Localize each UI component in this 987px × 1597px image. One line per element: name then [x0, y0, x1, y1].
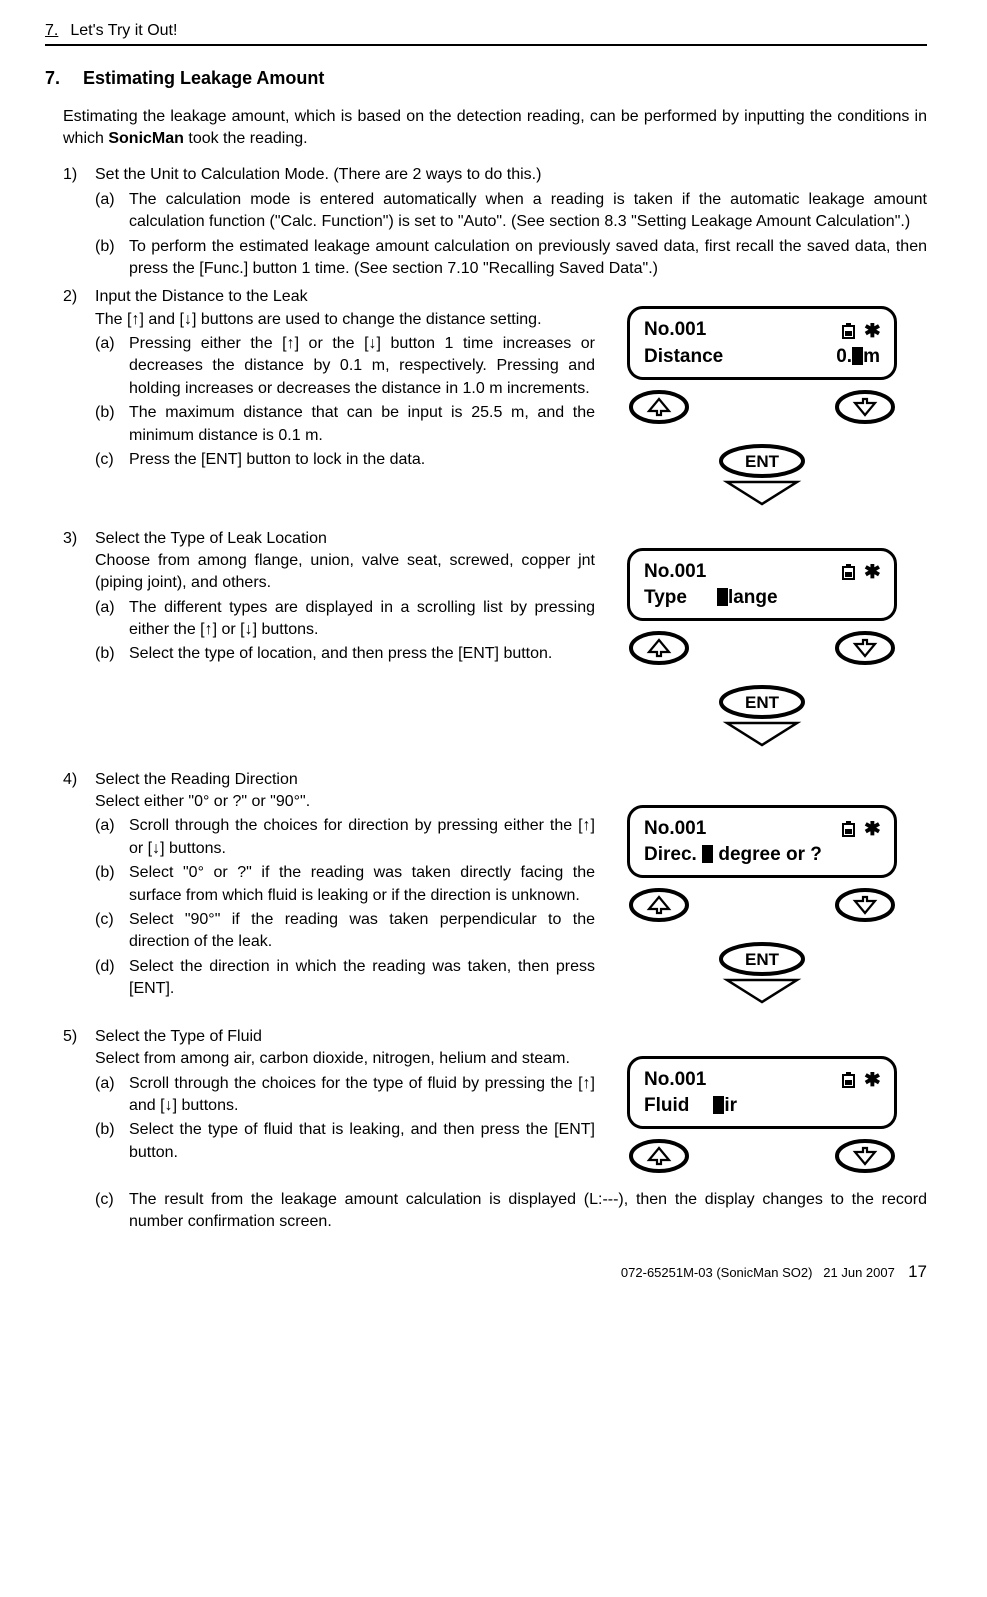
down-button[interactable] — [833, 1137, 897, 1175]
step-5b: Select the type of fluid that is leaking… — [129, 1119, 595, 1164]
step-3-desc: Choose from among flange, union, valve s… — [95, 550, 595, 595]
lcd-field-value: Direc. degree or ? — [644, 842, 822, 869]
lcd-direction: No.001 Direc. degree or ? — [627, 805, 897, 878]
step-2-head: Input the Distance to the Leak — [95, 286, 595, 308]
cursor-icon — [702, 845, 713, 863]
ent-button[interactable] — [717, 940, 807, 978]
brand-name: SonicMan — [108, 130, 184, 147]
step-3a: The different types are displayed in a s… — [129, 597, 595, 642]
up-button[interactable] — [627, 1137, 691, 1175]
page-number: 17 — [908, 1262, 927, 1281]
lcd-field-value: lange — [717, 585, 778, 612]
lcd-field-label: Fluid — [644, 1093, 689, 1120]
step-label: 3) — [63, 528, 95, 666]
chevron-down-icon — [717, 978, 807, 1004]
step-4c: Select "90°" if the reading was taken pe… — [129, 909, 595, 954]
down-button[interactable] — [833, 886, 897, 924]
chevron-down-icon — [717, 721, 807, 747]
step-5: 5) Select the Type of Fluid Select from … — [63, 1026, 597, 1164]
cursor-icon — [717, 588, 728, 606]
lcd-field-label: Distance — [644, 344, 723, 371]
step-5c-row: (c)The result from the leakage amount ca… — [63, 1187, 927, 1234]
step-5-head: Select the Type of Fluid — [95, 1026, 595, 1048]
step-4d: Select the direction in which the readin… — [129, 956, 595, 1001]
step-3: 3) Select the Type of Leak Location Choo… — [63, 528, 597, 666]
doc-date: 21 Jun 2007 — [823, 1265, 895, 1280]
step-5c: The result from the leakage amount calcu… — [129, 1189, 927, 1234]
step-4a: Scroll through the choices for direction… — [129, 815, 595, 860]
ent-button[interactable] — [717, 683, 807, 721]
step-label: 4) — [63, 769, 95, 1001]
chevron-down-icon — [717, 480, 807, 506]
step-2b: The maximum distance that can be input i… — [129, 402, 595, 447]
lcd-field-value: ir — [713, 1093, 737, 1120]
sub-label: (b) — [95, 236, 129, 281]
page-header: 7. Let's Try it Out! — [45, 20, 927, 46]
step-4-head: Select the Reading Direction — [95, 769, 595, 791]
step-1: 1) Set the Unit to Calculation Mode. (Th… — [63, 164, 927, 280]
section-heading: 7. Estimating Leakage Amount — [45, 66, 927, 91]
intro-paragraph: Estimating the leakage amount, which is … — [63, 106, 927, 151]
sub-label: (a) — [95, 189, 129, 234]
lcd-record-no: No.001 — [644, 559, 706, 586]
step-1a: The calculation mode is entered automati… — [129, 189, 927, 234]
ent-button[interactable] — [717, 442, 807, 480]
lcd-record-no: No.001 — [644, 816, 706, 843]
doc-id: 072-65251M-03 (SonicMan SO2) — [621, 1265, 813, 1280]
asterisk-icon — [864, 323, 880, 339]
up-button[interactable] — [627, 388, 691, 426]
step-2-desc: The [↑] and [↓] buttons are used to chan… — [95, 309, 595, 331]
lcd-distance: No.001 Distance 0.m — [627, 306, 897, 379]
down-button[interactable] — [833, 629, 897, 667]
step-3-head: Select the Type of Leak Location — [95, 528, 595, 550]
lcd-field-label: Type — [644, 585, 687, 612]
up-button[interactable] — [627, 629, 691, 667]
header-title: Let's Try it Out! — [70, 20, 177, 42]
up-button[interactable] — [627, 886, 691, 924]
cursor-icon — [852, 347, 863, 365]
asterisk-icon — [864, 821, 880, 837]
step-label: 1) — [63, 164, 95, 280]
asterisk-icon — [864, 1072, 880, 1088]
lcd-fluid: No.001 Fluid ir — [627, 1056, 897, 1129]
lcd-type: No.001 Type lange — [627, 548, 897, 621]
down-button[interactable] — [833, 388, 897, 426]
step-5-desc: Select from among air, carbon dioxide, n… — [95, 1048, 595, 1070]
battery-icon — [842, 1072, 856, 1088]
step-2: 2) Input the Distance to the Leak The [↑… — [63, 286, 597, 471]
lcd-record-no: No.001 — [644, 317, 706, 344]
page-footer: 072-65251M-03 (SonicMan SO2) 21 Jun 2007… — [45, 1260, 927, 1284]
step-2c: Press the [ENT] button to lock in the da… — [129, 449, 595, 471]
step-1-head: Set the Unit to Calculation Mode. (There… — [95, 164, 927, 186]
step-1b: To perform the estimated leakage amount … — [129, 236, 927, 281]
step-4b: Select "0° or ?" if the reading was take… — [129, 862, 595, 907]
step-3b: Select the type of location, and then pr… — [129, 643, 595, 665]
step-5a: Scroll through the choices for the type … — [129, 1073, 595, 1118]
asterisk-icon — [864, 564, 880, 580]
cursor-icon — [713, 1096, 724, 1114]
step-label: 5) — [63, 1026, 95, 1164]
battery-icon — [842, 564, 856, 580]
step-label: 2) — [63, 286, 95, 471]
section-number: 7. — [45, 68, 60, 88]
battery-icon — [842, 821, 856, 837]
step-4: 4) Select the Reading Direction Select e… — [63, 769, 597, 1001]
lcd-record-no: No.001 — [644, 1067, 706, 1094]
header-chapter: 7. — [45, 20, 58, 42]
step-4-desc: Select either "0° or ?" or "90°". — [95, 791, 595, 813]
section-title: Estimating Leakage Amount — [83, 68, 324, 88]
step-2a: Pressing either the [↑] or the [↓] butto… — [129, 333, 595, 400]
lcd-field-value: 0.m — [836, 344, 880, 371]
battery-icon — [842, 323, 856, 339]
